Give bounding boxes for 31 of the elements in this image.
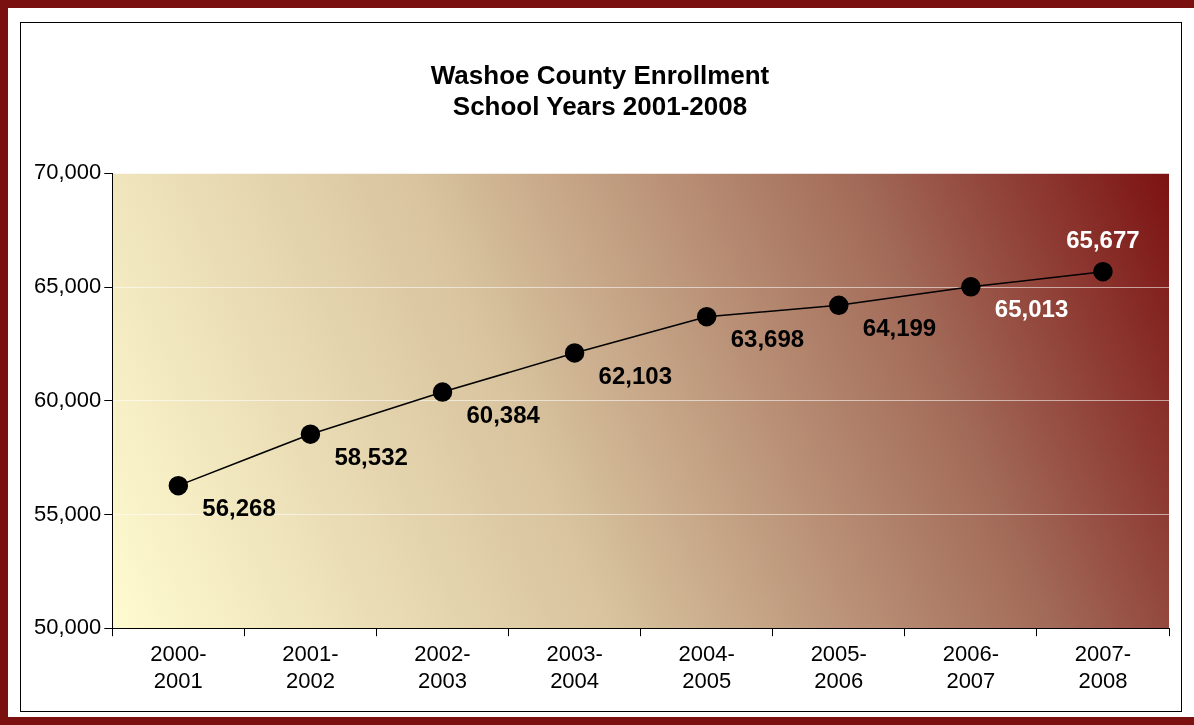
y-tick-label: 50,000: [33, 614, 102, 640]
text: 63,698: [730, 325, 805, 353]
point: [432, 382, 453, 402]
x-tick-label: 2002-2003: [414, 641, 471, 693]
text: 62,103: [598, 361, 673, 389]
point: [564, 343, 585, 363]
y-tick-label: 55,000: [33, 500, 102, 526]
x-tick-label: 2004-2005: [678, 641, 735, 693]
x-tick-label: 2006-2007: [942, 641, 1000, 693]
x-tick-label: 2007-2008: [1074, 641, 1132, 693]
x-tick-label: 2001-2002: [282, 641, 339, 693]
text: 56,268: [202, 494, 276, 522]
x-tick-label: 2000-2001: [150, 641, 207, 693]
point: [961, 277, 981, 297]
text: School Years 2001-2008: [452, 90, 748, 121]
point: [696, 306, 717, 327]
text: 60,384: [466, 400, 540, 428]
text: 64,199: [862, 313, 937, 341]
point: [168, 475, 189, 496]
y-tick-label: 70,000: [33, 159, 102, 185]
text: 65,013: [994, 295, 1069, 323]
point: [300, 424, 321, 444]
x-tick-label: 2003-2004: [546, 641, 603, 693]
text: Washoe County Enrollment: [430, 59, 770, 90]
text: 58,532: [334, 442, 408, 470]
point: [829, 295, 849, 316]
y-tick-label: 65,000: [33, 273, 102, 299]
y-tick-label: 60,000: [33, 386, 102, 412]
x-tick-label: 2005-2006: [810, 641, 867, 693]
text: 65,677: [1066, 226, 1140, 254]
point: [1093, 261, 1113, 282]
